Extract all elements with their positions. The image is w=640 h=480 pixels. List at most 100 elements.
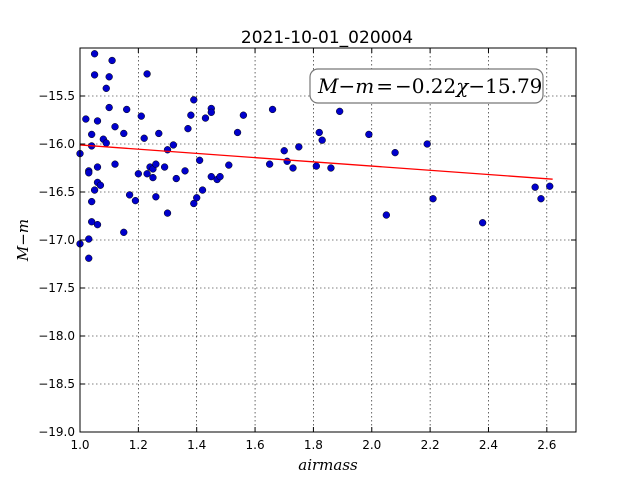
data-point [85,254,93,262]
data-point [201,114,210,122]
data-point [85,169,93,177]
y-tick-label: −16.0 [38,137,75,151]
data-point [365,130,373,139]
y-tick-label: −16.5 [38,185,75,199]
data-point [93,163,102,171]
y-tick-label: −15.5 [38,89,75,103]
data-point [152,160,160,168]
data-point [120,129,128,138]
x-axis-label: airmass [298,456,358,474]
data-point [93,220,102,229]
data-point [137,112,145,120]
x-tick-label: 1.0 [70,438,89,452]
data-point [193,194,201,202]
data-point [289,164,297,172]
data-point [280,147,288,155]
data-point [82,115,90,123]
axis-ticks: 1.0 1.2 1.4 1.6 1.8 2.0 2.2 2.4 2.6 −15.5 −16.0 −16… [38,48,576,452]
chart-title: 2021-10-01_020004 [241,28,413,48]
data-point [155,129,163,138]
data-point [265,160,274,168]
data-point [478,219,487,227]
data-point [120,228,128,236]
fit-line [79,144,553,180]
equation-text: M−m = −0.22χ−15.79 [317,74,542,98]
x-tick-label: 1.2 [129,438,148,452]
data-point [216,172,224,181]
data-point [184,124,192,133]
data-point [125,191,134,199]
data-point [88,197,96,206]
data-point [190,199,198,208]
data-point [160,163,169,171]
equation-slope: −0.22 [395,74,456,98]
data-point [181,167,189,175]
data-point [391,148,399,157]
data-point [336,107,344,116]
data-point [111,160,119,168]
data-point [102,84,110,92]
data-point [312,162,320,170]
x-tick-label: 1.4 [187,438,206,452]
data-point [187,111,195,119]
y-tick-label: −17.0 [38,233,75,247]
data-point [382,211,391,219]
x-tick-label: 1.6 [246,438,265,452]
data-points [76,50,554,262]
data-point [163,209,172,217]
data-point [88,130,96,139]
x-tick-label: 1.8 [304,438,323,452]
data-point [143,70,151,78]
data-point [90,71,99,79]
y-tick-label: −17.5 [38,281,75,295]
data-point [207,108,215,116]
data-point [169,141,178,149]
data-point [531,183,539,191]
y-tick-label: −18.5 [38,377,75,391]
data-point [315,128,323,137]
y-tick-label: −19.0 [38,425,75,439]
data-point [190,96,198,104]
data-point [90,186,99,194]
data-point [163,146,172,154]
data-point [93,117,102,125]
grid-layer [79,48,576,433]
data-point [88,218,96,226]
equation-annotation: M−m = −0.22χ−15.79 [309,68,544,104]
data-point [90,50,99,58]
data-point [134,170,143,178]
data-point [546,182,554,190]
data-point [537,195,545,203]
data-point [318,136,326,144]
data-point [283,157,291,165]
data-point [429,195,437,203]
data-point [123,105,131,114]
data-point [268,105,277,114]
x-tick-label: 2.6 [537,438,556,452]
data-point [152,193,160,201]
data-point [108,56,116,65]
data-point [96,181,105,189]
data-point [143,170,151,178]
data-point [327,164,335,172]
data-point [198,186,207,194]
x-tick-label: 2.2 [421,438,440,452]
data-point [111,123,119,131]
data-point [85,235,93,243]
equation-box [309,68,544,104]
data-point [149,173,157,182]
x-tick-label: 2.0 [362,438,381,452]
equation-lhs: M−m [317,74,374,98]
data-point [105,103,113,112]
data-point [207,172,215,181]
equation-intercept: −15.79 [468,74,542,98]
data-point [105,73,113,81]
data-point [233,128,242,137]
y-axis-label: M−m [14,219,32,262]
data-point [423,140,431,148]
data-point [239,111,248,119]
data-point [102,139,110,147]
y-tick-label: −18.0 [38,329,75,343]
data-point [295,143,303,151]
data-point [140,134,148,142]
